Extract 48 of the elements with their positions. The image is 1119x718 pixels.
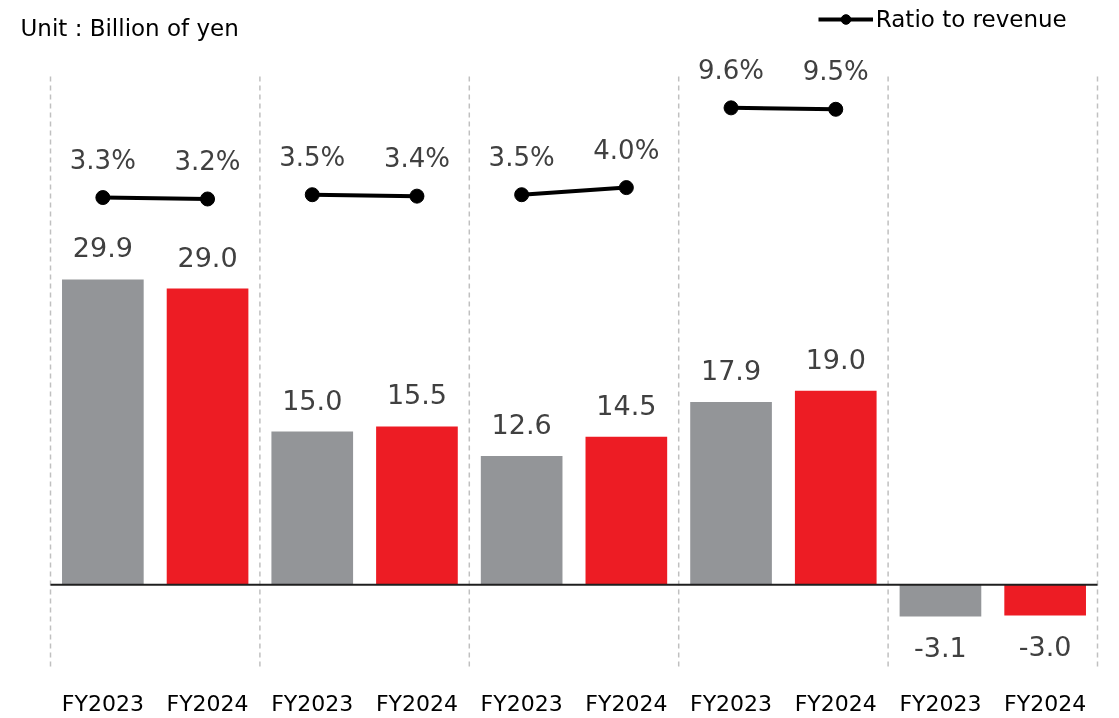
point — [95, 190, 111, 206]
bar — [62, 279, 144, 585]
data-label: 29.9 — [72, 232, 133, 264]
x-tick-label: FY2024 — [794, 690, 877, 716]
data-label: 12.6 — [491, 409, 552, 441]
x-tick-label: FY2023 — [899, 690, 982, 716]
bar — [271, 431, 354, 585]
point — [618, 180, 634, 196]
data-label: 19.0 — [805, 343, 866, 375]
data-label: 3.5% — [488, 141, 555, 172]
data-label: -3.0 — [1018, 631, 1072, 663]
data-label: -3.1 — [914, 632, 967, 664]
data-label: 3.2% — [174, 145, 241, 176]
data-label: 9.5% — [802, 56, 869, 87]
bar — [376, 426, 458, 585]
data-label: 29.0 — [177, 241, 238, 273]
y-axis-title: Unit : Billion of yen — [20, 15, 239, 42]
bar — [480, 456, 563, 585]
point — [200, 191, 216, 207]
data-label: 14.5 — [596, 389, 657, 421]
bar — [899, 584, 982, 617]
bar — [690, 401, 772, 585]
data-label: 17.9 — [700, 354, 762, 386]
point — [723, 100, 739, 116]
x-tick-label: FY2024 — [1004, 690, 1087, 716]
point — [409, 188, 425, 204]
x-tick-label: FY2024 — [166, 690, 249, 716]
x-tick-label: FY2024 — [585, 690, 668, 716]
x-tick-label: FY2024 — [375, 690, 458, 716]
bar — [1004, 584, 1086, 616]
x-tick-label: FY2023 — [480, 690, 563, 716]
data-label: 3.3% — [69, 144, 136, 175]
point — [828, 101, 844, 117]
data-label: 15.5 — [386, 379, 448, 411]
point — [514, 187, 530, 203]
bar — [585, 436, 668, 585]
data-label: 3.4% — [383, 143, 450, 174]
data-label: 4.0% — [593, 134, 660, 165]
bar — [794, 390, 877, 585]
legend-label: Ratio to revenue — [875, 6, 1067, 32]
data-label: 15.0 — [282, 384, 343, 416]
x-tick-label: FY2023 — [61, 690, 144, 716]
bar — [166, 288, 249, 585]
point — [304, 187, 320, 203]
data-label: 9.6% — [698, 54, 765, 85]
x-tick-label: FY2023 — [690, 690, 773, 716]
data-label: 3.5% — [279, 141, 346, 172]
x-tick-label: FY2023 — [271, 690, 354, 716]
